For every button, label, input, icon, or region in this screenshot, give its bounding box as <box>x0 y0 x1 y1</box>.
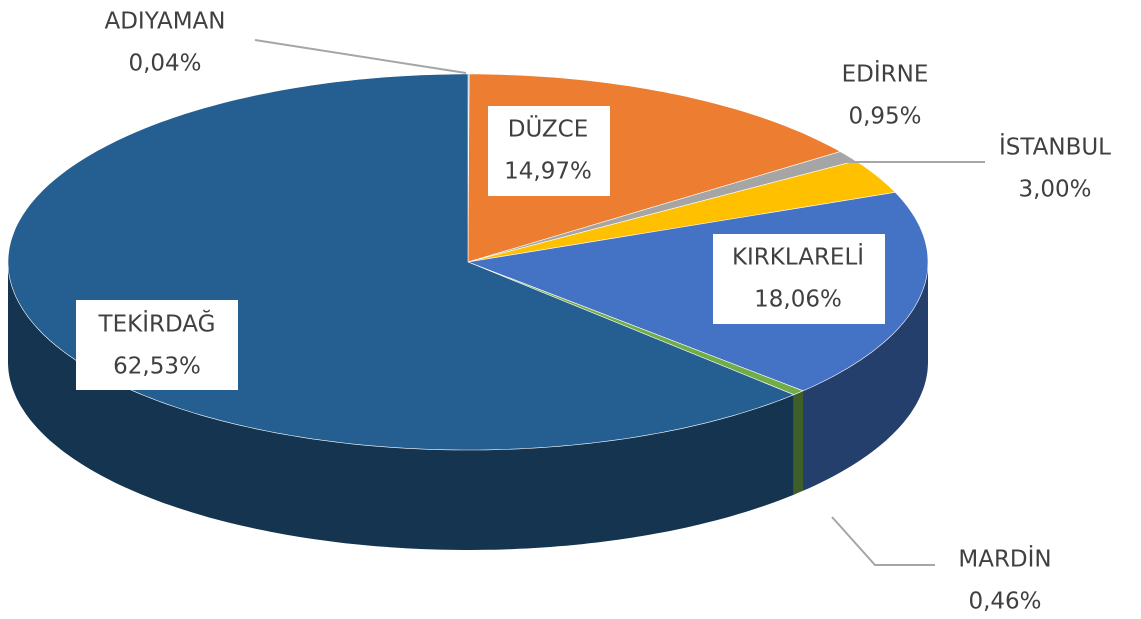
leader-line <box>831 516 935 566</box>
category-label: DÜZCE <box>508 115 589 143</box>
pie-side <box>793 390 803 495</box>
category-label: MARDİN <box>958 545 1051 573</box>
category-label: KIRKLARELİ <box>732 243 864 271</box>
value-label: 62,53% <box>113 354 201 380</box>
value-label: 0,04% <box>128 51 201 77</box>
pie-slice <box>467 160 896 263</box>
value-label: 0,46% <box>968 589 1041 615</box>
value-label: 3,00% <box>1018 177 1091 203</box>
label-box <box>713 234 885 324</box>
leader-line <box>254 39 467 74</box>
category-label: İSTANBUL <box>999 133 1111 161</box>
pie-side <box>803 262 928 491</box>
pie-side <box>8 262 794 550</box>
value-label: 0,95% <box>848 104 921 130</box>
category-label: TEKİRDAĞ <box>98 310 216 338</box>
value-label: 14,97% <box>504 159 592 185</box>
label-box <box>76 300 238 390</box>
category-label: ADIYAMAN <box>104 9 225 35</box>
value-label: 18,06% <box>754 287 842 313</box>
category-label: EDİRNE <box>842 60 929 88</box>
label-box <box>488 106 610 196</box>
